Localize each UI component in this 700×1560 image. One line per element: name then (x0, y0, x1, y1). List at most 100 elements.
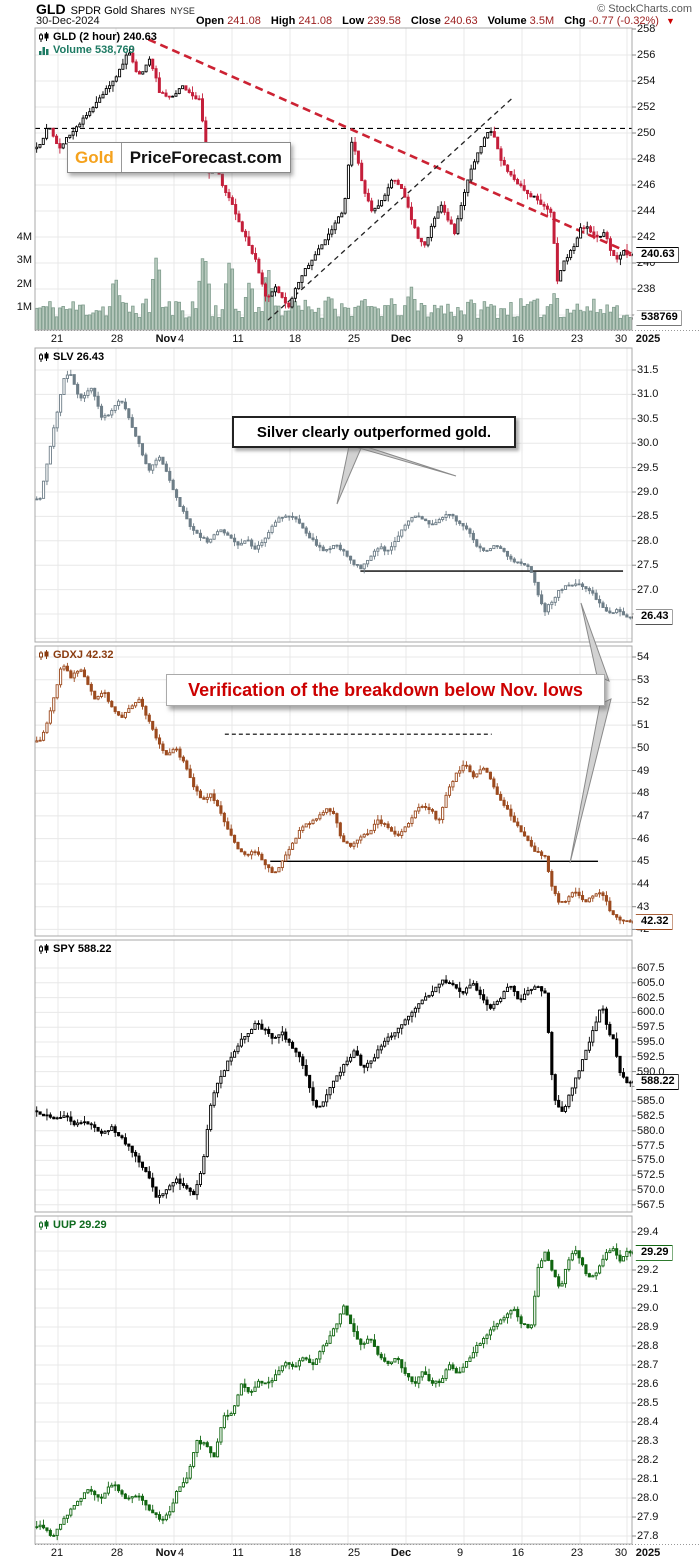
x-axis-label: 30 (614, 333, 628, 345)
gdxj-pointer-down (569, 698, 612, 864)
candlestick-icon (39, 649, 49, 660)
y-tick-label: 570.0 (637, 1184, 665, 1196)
y-tick-label: 246 (637, 179, 656, 191)
x-axis-label: 23 (570, 1547, 584, 1559)
price-badge-gld: 240.63 (632, 246, 679, 263)
x-axis-label: 23 (570, 333, 584, 345)
panel-label-gld: GLD (2 hour) 240.63 (38, 31, 157, 43)
y-tick-label: 28.5 (637, 510, 659, 523)
volume-axis-label: 2M (16, 277, 32, 290)
x-axis-label: 9 (456, 333, 464, 345)
y-tick-label: 48 (637, 787, 650, 800)
y-tick-label: 600.0 (637, 1006, 665, 1019)
y-tick-label: 28.2 (637, 1454, 659, 1466)
x-axis-label: 25 (347, 1547, 361, 1559)
y-tick-label: 27.0 (637, 583, 659, 596)
quote-bar: Open 241.08 High 241.08 Low 239.58 Close… (196, 15, 675, 27)
y-tick-label: 250 (637, 127, 656, 139)
y-tick-label: 27.9 (637, 1511, 659, 1523)
volume-axis-label: 4M (16, 231, 32, 244)
y-tick-label: 50 (637, 741, 650, 754)
y-tick-label: 244 (637, 205, 656, 217)
y-tick-label: 30.0 (637, 437, 659, 450)
panel-gld (34, 27, 636, 331)
low-label: Low (342, 15, 365, 27)
y-tick-label: 52 (637, 696, 650, 709)
y-tick-label: 580.0 (637, 1124, 665, 1137)
header-symbol: GLD (36, 1, 66, 17)
x-axis-label: 18 (288, 1547, 302, 1559)
y-tick-label: 254 (637, 75, 656, 87)
volume-axis-label: 3M (16, 254, 32, 267)
candlestick-icon (39, 943, 49, 954)
y-tick-label: 49 (637, 764, 650, 777)
y-tick-label: 595.0 (637, 1036, 665, 1048)
x-axis-label: 28 (110, 1547, 124, 1559)
panel-slv (34, 347, 636, 643)
y-tick-label: 605.0 (637, 976, 665, 989)
y-tick-label: 577.5 (637, 1139, 665, 1152)
x-axis-label: 16 (511, 1547, 525, 1559)
x-axis-label: Nov (155, 333, 177, 345)
x-axis-label: 21 (50, 1547, 64, 1559)
x-axis-label: 2025 (635, 333, 661, 345)
volume-label-text: Volume 538,769 (53, 44, 135, 56)
x-axis-label: 2025 (635, 1547, 661, 1559)
y-tick-label: 53 (637, 673, 650, 686)
high-value: 241.08 (298, 15, 333, 27)
x-axis-label: 25 (347, 333, 361, 345)
open-value: 241.08 (227, 15, 261, 27)
candlestick-icon (39, 351, 49, 362)
y-tick-label: 256 (637, 49, 656, 61)
close-value: 240.63 (443, 15, 478, 27)
low-value: 239.58 (367, 15, 401, 27)
y-tick-label: 572.5 (637, 1169, 665, 1182)
price-badge-spy: 588.22 (632, 1074, 679, 1091)
y-tick-label: 242 (637, 231, 656, 243)
high-label: High (270, 15, 296, 27)
x-axis-label: 30 (614, 1547, 628, 1559)
x-axis-label: Nov (155, 1547, 177, 1559)
y-tick-label: 28.8 (637, 1340, 659, 1352)
y-tick-label: 258 (637, 23, 656, 35)
volume-badge: 538769 (632, 310, 682, 327)
x-axis-label: 4 (177, 1547, 185, 1559)
x-axis-label: 11 (232, 1547, 244, 1559)
y-tick-label: 602.5 (637, 991, 665, 1004)
x-axis-label: 21 (50, 333, 64, 345)
y-tick-label: 27.8 (637, 1530, 659, 1542)
y-tick-label: 28.7 (637, 1359, 659, 1371)
y-tick-label: 31.5 (637, 364, 659, 376)
panel-label-text: UUP 29.29 (53, 1219, 107, 1231)
breakdown-annotation: Verification of the breakdown below Nov.… (166, 674, 605, 706)
y-tick-label: 28.0 (637, 1492, 659, 1504)
y-tick-label: 252 (637, 101, 656, 113)
header-name: SPDR Gold Shares (70, 5, 166, 17)
x-axis-label: 18 (288, 333, 302, 345)
y-tick-label: 46 (637, 832, 650, 845)
watermark-logo: Gold PriceForecast.com (67, 142, 291, 173)
chg-value: -0.77 (-0.32%) (588, 15, 659, 27)
price-badge-gdxj: 42.32 (632, 914, 673, 931)
x-axis-label: 28 (110, 333, 124, 345)
y-tick-label: 575.0 (637, 1154, 665, 1167)
y-tick-label: 45 (637, 855, 650, 868)
panel-label-uup: UUP 29.29 (38, 1219, 107, 1231)
x-axis-label: 16 (511, 333, 525, 345)
y-tick-label: 28.9 (637, 1321, 659, 1333)
y-tick-label: 597.5 (637, 1021, 665, 1034)
y-tick-label: 585.0 (637, 1095, 665, 1108)
volume-bars-icon (39, 46, 49, 55)
x-axis-label: 4 (177, 333, 185, 345)
x-axis-label: 11 (232, 333, 244, 345)
y-tick-label: 43 (637, 900, 650, 913)
y-tick-label: 28.5 (637, 1397, 659, 1409)
stockcharts-credit: © StockCharts.com (597, 3, 692, 15)
silver-pointer-left (336, 445, 363, 505)
panel-label-text: SPY 588.22 (53, 943, 112, 955)
price-badge-slv: 26.43 (632, 609, 673, 626)
x-axis-label: Dec (390, 333, 412, 345)
watermark-gold-text: Gold (68, 143, 122, 172)
panel-uup (34, 1215, 636, 1545)
